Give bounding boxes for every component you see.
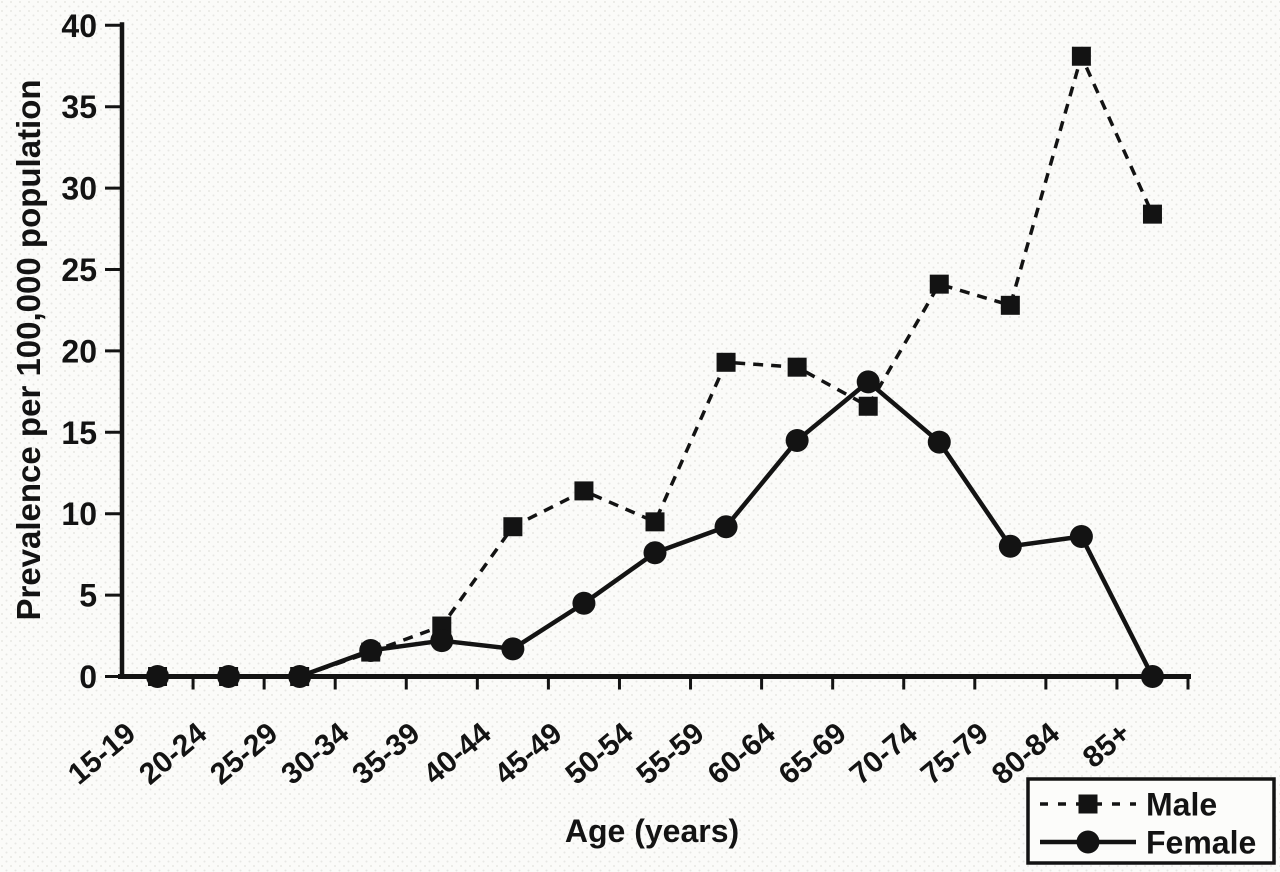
x-axis-ticks — [191, 676, 1190, 690]
female-data-point — [359, 638, 383, 662]
male-data-point — [716, 352, 736, 372]
y-tick-label: 40 — [61, 8, 97, 44]
y-tick-label: 10 — [61, 496, 97, 532]
female-data-point — [785, 428, 809, 452]
legend-male-label: Male — [1146, 787, 1217, 823]
female-data-point — [927, 430, 951, 454]
y-tick-label: 25 — [61, 252, 97, 288]
y-tick-label: 35 — [61, 89, 97, 125]
x-axis-title: Age (years) — [565, 813, 739, 849]
female-data-point — [998, 534, 1022, 558]
male-data-point — [574, 481, 594, 501]
y-tick-label: 0 — [79, 659, 97, 695]
male-data-point — [858, 396, 878, 416]
female-data-point — [430, 629, 454, 653]
male-data-point — [1000, 295, 1020, 315]
legend-female-label: Female — [1146, 825, 1256, 861]
y-tick-label: 5 — [79, 578, 97, 614]
male-data-point — [787, 357, 807, 377]
legend-female-marker — [1076, 830, 1100, 854]
female-data-point — [501, 637, 525, 661]
y-axis-ticks: 0 5 10 15 20 25 30 35 40 — [61, 8, 122, 695]
female-data-point — [288, 665, 312, 688]
legend-male-marker — [1078, 794, 1098, 814]
legend-box — [1026, 777, 1276, 865]
y-axis-title: Prevalence per 100,000 population — [10, 79, 47, 620]
female-data-point — [217, 665, 241, 688]
male-data-point — [1142, 204, 1162, 224]
y-tick-label: 30 — [61, 171, 97, 207]
female-data-point — [714, 515, 738, 539]
y-tick-label: 20 — [61, 333, 97, 369]
female-data-point — [572, 591, 596, 615]
male-data-point — [645, 512, 665, 532]
female-data-point — [856, 370, 880, 394]
female-data-point — [146, 665, 170, 688]
female-data-point — [1140, 665, 1164, 688]
male-data-point — [503, 517, 523, 537]
female-series — [146, 370, 1164, 688]
y-tick-label: 15 — [61, 415, 97, 451]
female-data-point — [1069, 524, 1093, 548]
male-data-point — [929, 274, 949, 294]
female-data-point — [643, 541, 667, 565]
male-data-point — [1071, 46, 1091, 66]
